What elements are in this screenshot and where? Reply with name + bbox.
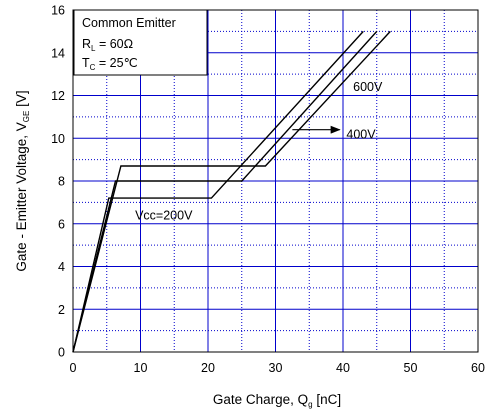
y-axis-title: Gate - Emitter Voltage, VGE [V]	[14, 90, 31, 271]
y-tick-label: 8	[58, 175, 65, 189]
series-annotations: 600V 400V Vcc=200V	[135, 80, 383, 222]
x-axis-title: Gate Charge, Qg [nC]	[213, 392, 341, 409]
y-tick-label: 12	[51, 89, 65, 103]
series-lines	[72, 30, 391, 353]
series-annotation-label: 600V	[353, 80, 383, 94]
conditions-line3-main: T	[82, 56, 90, 70]
conditions-line2-sub: L	[91, 44, 96, 53]
y-tick-label: 10	[51, 132, 65, 146]
conditions-line3-rest: = 25℃	[95, 56, 137, 70]
tick-labels: 0 10 20 30 40 50 60 0 2 4 6 8 10 12 14 16	[51, 4, 485, 376]
series-line	[72, 30, 391, 353]
conditions-line2-rest: = 60Ω	[95, 37, 133, 51]
x-tick-label: 30	[269, 361, 283, 375]
conditions-line3: TC = 25℃	[82, 56, 138, 72]
x-axis-title-main: Gate Charge, Q	[213, 392, 308, 407]
y-tick-label: 16	[51, 4, 65, 18]
conditions-box: Common Emitter RL = 60Ω TC = 25℃	[73, 9, 208, 76]
y-axis-title-unit: [V]	[14, 90, 29, 110]
x-tick-label: 20	[201, 361, 215, 375]
series-line	[72, 30, 378, 353]
series-annotation-label: Vcc=200V	[135, 208, 193, 222]
x-axis-title-unit: [nC]	[313, 392, 342, 407]
series-line	[72, 30, 364, 353]
conditions-line2-main: R	[82, 37, 91, 51]
x-tick-label: 60	[471, 361, 485, 375]
y-tick-label: 0	[58, 346, 65, 360]
x-tick-label: 0	[70, 361, 77, 375]
y-axis-title-main: Gate - Emitter Voltage, V	[14, 122, 29, 271]
y-tick-label: 14	[51, 46, 65, 60]
grid-lines	[73, 10, 478, 352]
y-tick-label: 2	[58, 303, 65, 317]
x-tick-label: 40	[336, 361, 350, 375]
plot-frame	[72, 9, 479, 353]
conditions-line2: RL = 60Ω	[82, 37, 133, 53]
x-tick-label: 50	[404, 361, 418, 375]
y-tick-label: 4	[58, 260, 65, 274]
y-axis-title-sub: GE	[22, 111, 31, 123]
series-annotation-label: 400V	[346, 127, 376, 141]
x-axis-title-sub: g	[308, 400, 312, 409]
x-tick-label: 10	[134, 361, 148, 375]
conditions-line3-sub: C	[90, 63, 96, 72]
conditions-box-frame	[73, 9, 208, 76]
y-tick-label: 6	[58, 217, 65, 231]
conditions-line1: Common Emitter	[82, 16, 176, 30]
